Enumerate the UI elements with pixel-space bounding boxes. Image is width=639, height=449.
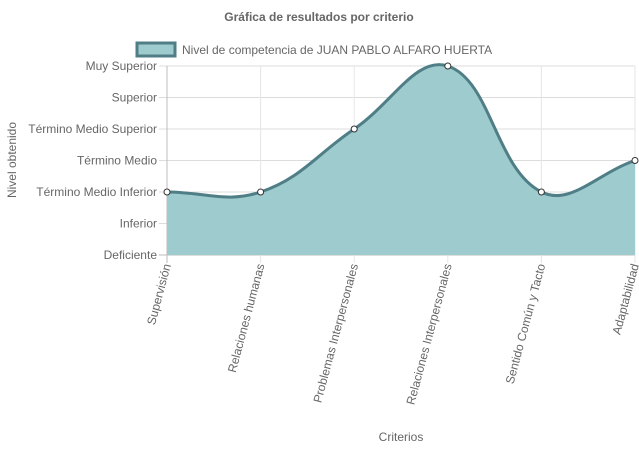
x-axis-label: Criterios — [379, 430, 424, 444]
x-tick-label: Relaciones Interpersonales — [404, 262, 455, 406]
data-point[interactable] — [444, 62, 452, 70]
y-tick-label: Superior — [112, 91, 157, 105]
y-tick-label: Término Medio — [77, 154, 157, 168]
data-point[interactable] — [163, 188, 171, 196]
y-axis-ticks: Deficiente Inferior Término Medio Inferior… — [28, 59, 157, 262]
x-tick-label: Relaciones humanas — [225, 262, 268, 374]
y-tick-label: Término Medio Superior — [28, 122, 157, 136]
data-point[interactable] — [257, 188, 265, 196]
data-point[interactable] — [631, 157, 639, 164]
y-tick-label: Inferior — [120, 217, 157, 231]
chart-title: Gráfica de resultados por criterio — [224, 10, 413, 24]
x-tick-label: Supervisión — [144, 262, 174, 326]
y-tick-label: Deficiente — [104, 248, 158, 262]
series-layer — [163, 62, 639, 255]
x-tick-label: Sentido Común y Tacto — [503, 262, 549, 386]
series-area — [167, 64, 635, 255]
data-point[interactable] — [537, 188, 545, 196]
x-tick-label: Problemas Interpersonales — [310, 262, 361, 404]
y-tick-label: Muy Superior — [86, 59, 157, 73]
legend[interactable]: Nivel de competencia de JUAN PABLO ALFAR… — [135, 41, 492, 58]
x-axis-ticks: Supervisión Relaciones humanas Problemas I… — [144, 262, 639, 406]
legend-swatch — [135, 41, 177, 58]
y-axis-label: Nivel obtenido — [5, 122, 19, 198]
data-point[interactable] — [350, 125, 358, 133]
x-tick-label: Adaptabilidad — [610, 262, 639, 336]
y-tick-label: Término Medio Inferior — [36, 185, 157, 199]
legend-label: Nivel de competencia de JUAN PABLO ALFAR… — [182, 43, 492, 57]
